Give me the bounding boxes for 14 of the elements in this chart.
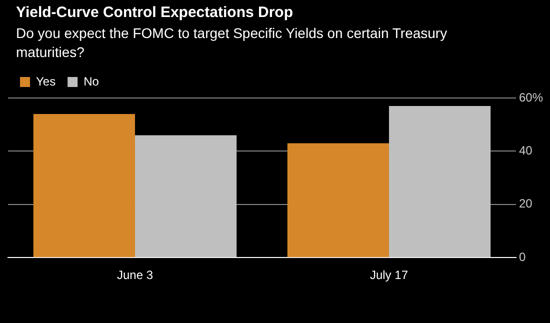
legend-label: Yes — [36, 74, 56, 88]
bar — [388, 106, 491, 258]
chart-title: Yield-Curve Control Expectations Drop — [16, 4, 293, 21]
bar — [287, 143, 389, 258]
y-tick-label: 0 — [518, 250, 526, 264]
x-tick-label: June 3 — [116, 268, 154, 282]
y-tick-label: 40 — [518, 144, 533, 158]
chart-subtitle: Do you expect the FOMC to target Specific Yields on certain Treasury maturities? — [16, 24, 448, 62]
y-tick-label: 20 — [518, 196, 533, 211]
y-tick-label: 60% — [518, 90, 544, 104]
legend-label: No — [84, 74, 100, 88]
x-tick-label: July 17 — [370, 268, 408, 282]
bar — [33, 114, 135, 258]
bar — [134, 135, 237, 258]
